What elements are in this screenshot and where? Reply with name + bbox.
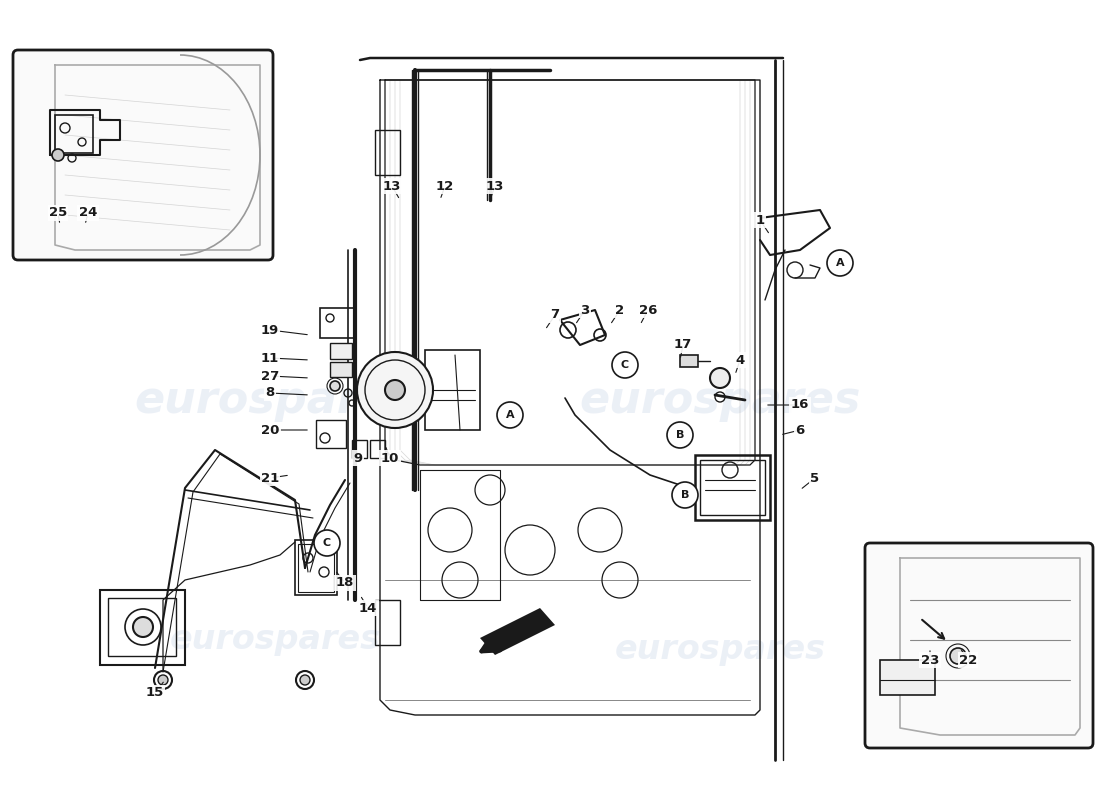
Text: 26: 26 [639, 303, 657, 317]
Text: 6: 6 [795, 423, 804, 437]
Text: 17: 17 [674, 338, 692, 351]
Text: 14: 14 [359, 602, 377, 614]
Text: 4: 4 [736, 354, 745, 366]
Polygon shape [480, 608, 556, 655]
Text: eurospares: eurospares [169, 623, 381, 657]
Text: 5: 5 [811, 471, 819, 485]
Text: B: B [675, 430, 684, 440]
Text: 10: 10 [381, 451, 399, 465]
Text: 18: 18 [336, 577, 354, 590]
Circle shape [950, 648, 966, 664]
Text: 24: 24 [79, 206, 97, 219]
Text: 21: 21 [261, 471, 279, 485]
Text: eurospares: eurospares [580, 378, 860, 422]
Circle shape [385, 380, 405, 400]
Circle shape [158, 675, 168, 685]
Circle shape [612, 352, 638, 378]
Text: 13: 13 [383, 179, 402, 193]
Bar [425, 350, 480, 430]
Text: 11: 11 [261, 351, 279, 365]
Text: eurospares: eurospares [134, 378, 416, 422]
Bar [352, 440, 367, 458]
Bar [680, 355, 698, 367]
FancyBboxPatch shape [865, 543, 1093, 748]
Circle shape [133, 617, 153, 637]
Text: 12: 12 [436, 179, 454, 193]
Text: C: C [620, 360, 629, 370]
FancyBboxPatch shape [13, 50, 273, 260]
Text: eurospares: eurospares [615, 634, 825, 666]
Bar [295, 540, 337, 595]
Circle shape [314, 530, 340, 556]
Bar [55, 115, 94, 153]
Circle shape [672, 482, 698, 508]
Text: 25: 25 [48, 206, 67, 219]
Bar [695, 455, 770, 520]
Text: B: B [681, 490, 690, 500]
Bar [298, 544, 334, 592]
Text: 8: 8 [265, 386, 275, 399]
Text: 9: 9 [353, 451, 363, 465]
Text: 19: 19 [261, 323, 279, 337]
Circle shape [667, 422, 693, 448]
Bar [375, 600, 400, 645]
Text: A: A [506, 410, 515, 420]
Text: 13: 13 [486, 179, 504, 193]
Text: 15: 15 [146, 686, 164, 699]
Circle shape [358, 352, 433, 428]
Bar [316, 420, 346, 448]
Text: 1: 1 [756, 214, 764, 226]
Text: 22: 22 [959, 654, 977, 666]
Circle shape [330, 381, 340, 391]
Bar [370, 440, 385, 458]
Circle shape [710, 368, 730, 388]
Text: 16: 16 [791, 398, 810, 411]
Text: 23: 23 [921, 654, 939, 666]
Text: 2: 2 [615, 303, 625, 317]
Bar [320, 308, 355, 338]
Text: 3: 3 [581, 303, 590, 317]
Bar [375, 130, 400, 175]
Text: A: A [836, 258, 845, 268]
Circle shape [827, 250, 853, 276]
Circle shape [52, 149, 64, 161]
Text: 20: 20 [261, 423, 279, 437]
Bar [330, 362, 352, 377]
Text: C: C [323, 538, 331, 548]
Text: 7: 7 [550, 309, 560, 322]
Bar [700, 460, 764, 515]
Bar [100, 590, 185, 665]
Circle shape [497, 402, 522, 428]
Text: 27: 27 [261, 370, 279, 382]
Circle shape [300, 675, 310, 685]
Bar [108, 598, 176, 656]
Bar [880, 660, 935, 695]
Bar [330, 343, 352, 359]
